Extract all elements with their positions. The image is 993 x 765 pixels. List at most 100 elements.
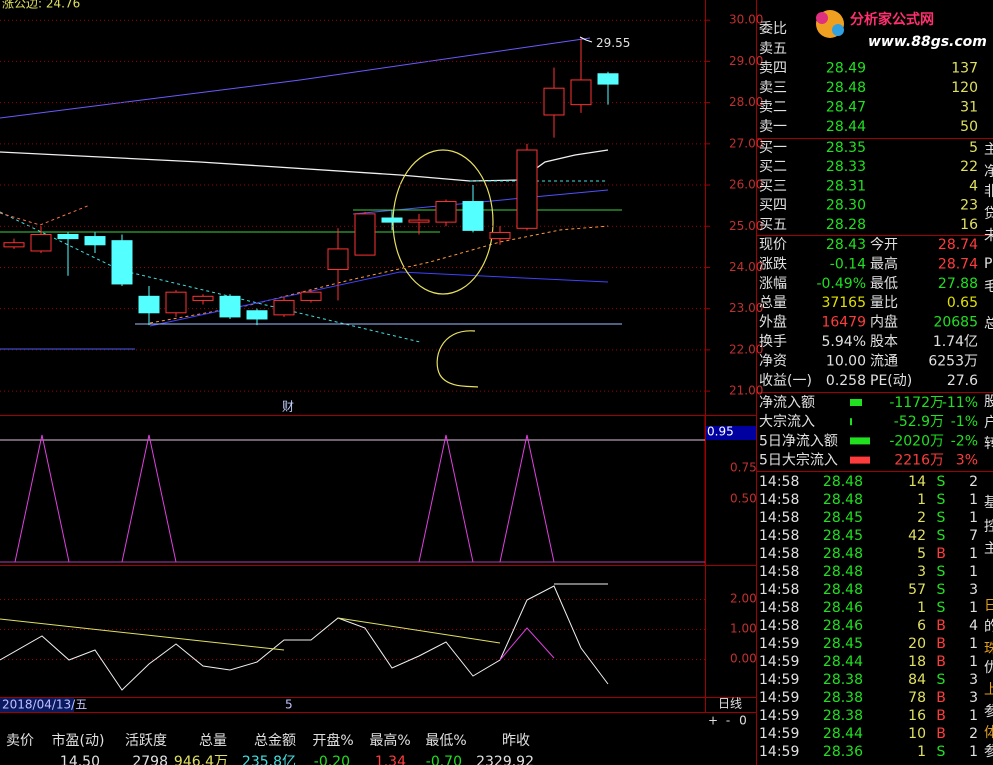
trade-volume: 1 — [917, 492, 926, 508]
trade-price: 28.38 — [823, 708, 863, 724]
order-label: 卖一 — [759, 119, 787, 135]
y-tick-label: 25.00 — [729, 219, 763, 233]
trade-side: S — [937, 510, 946, 526]
edge-text: 转 — [984, 436, 993, 452]
candle-body — [327, 248, 349, 271]
stat-value: 28.43 — [826, 237, 866, 253]
stat-value: 1.74亿 — [933, 334, 978, 350]
trade-volume: 16 — [908, 708, 926, 724]
stat-value: 27.6 — [947, 373, 978, 389]
stat-label: 换手 — [759, 333, 787, 350]
trade-side: S — [937, 672, 946, 688]
flow-percent: -2% — [951, 433, 978, 449]
zoom-button[interactable]: + — [708, 714, 718, 728]
trade-time: 14:58 — [759, 618, 799, 634]
order-price: 28.47 — [826, 100, 866, 116]
trade-time: 14:59 — [759, 636, 799, 652]
stat-value: -0.14 — [830, 256, 866, 272]
order-header: 委比 — [759, 21, 787, 37]
y-tick-label: 29.00 — [729, 54, 763, 68]
trade-count: 1 — [969, 600, 978, 616]
stat-value: 37165 — [821, 295, 866, 311]
footer-value: -0.20 — [314, 754, 350, 765]
stat-label: 最高 — [870, 255, 898, 272]
stat-value: 27.88 — [938, 276, 978, 292]
candle-body — [570, 79, 592, 106]
stat-label: 现价 — [759, 237, 787, 253]
stat-label: 最低 — [870, 276, 898, 292]
trade-time: 14:58 — [759, 474, 799, 490]
footer-header: 最高% — [369, 732, 410, 749]
order-volume: 4 — [969, 178, 978, 194]
trade-price: 28.45 — [823, 528, 863, 544]
footer-header: 活跃度 — [125, 733, 167, 749]
indicator1-lines — [0, 426, 756, 563]
candle-body — [543, 87, 565, 116]
trade-time: 14:59 — [759, 654, 799, 670]
footer-value: 946.4万 — [174, 754, 228, 765]
candle-body — [381, 217, 403, 223]
trade-volume: 20 — [908, 636, 926, 652]
trade-time: 14:58 — [759, 564, 799, 580]
stat-label: 涨跌 — [759, 256, 787, 272]
candle-body — [462, 201, 484, 231]
trade-time: 14:59 — [759, 672, 799, 688]
candle-body — [138, 295, 160, 314]
trade-price: 28.46 — [823, 618, 863, 634]
edge-text: 净 — [984, 164, 993, 180]
trade-side: S — [937, 600, 946, 616]
edge-text: 珠 — [984, 641, 993, 657]
zoom-button[interactable]: 0 — [739, 714, 747, 728]
trade-count: 1 — [969, 708, 978, 724]
period[interactable]: 日线 — [718, 697, 742, 711]
edge-text: 主 — [984, 142, 993, 158]
zoom-button[interactable]: - — [726, 714, 730, 728]
edge-text: 非 — [984, 184, 993, 200]
trade-volume: 5 — [917, 546, 926, 562]
trade-time: 14:59 — [759, 726, 799, 742]
trade-price: 28.46 — [823, 600, 863, 616]
stat-value: 0.258 — [826, 373, 866, 389]
edge-text: 基 — [984, 494, 993, 511]
flow-percent: -11% — [942, 395, 978, 411]
trade-time: 14:58 — [759, 492, 799, 508]
indicator2-tick: 1.00 — [730, 622, 757, 636]
trade-time: 14:58 — [759, 546, 799, 562]
edge-text: 参 — [984, 703, 993, 720]
edge-text: 总 — [984, 316, 993, 332]
edge-text: 贷 — [984, 206, 993, 222]
trade-price: 28.48 — [823, 582, 863, 598]
stat-label: 内盘 — [870, 314, 898, 331]
trade-price: 28.36 — [823, 744, 863, 760]
candle-body — [3, 242, 25, 248]
flow-value: -52.9万 — [894, 414, 944, 430]
trade-count: 2 — [969, 726, 978, 742]
trade-side: B — [936, 708, 946, 724]
stat-label: 量比 — [870, 295, 898, 311]
edge-text: 控 — [984, 519, 993, 535]
footer-header: 市盈(动) — [52, 732, 105, 749]
footer-value: -0.70 — [426, 754, 462, 765]
trade-volume: 14 — [908, 474, 926, 490]
candle-body — [354, 213, 376, 256]
trade-side: S — [937, 744, 946, 760]
trade-side: S — [937, 582, 946, 598]
edge-text: 上 — [984, 682, 993, 698]
candle-body — [84, 236, 106, 246]
edge-text: 股 — [984, 394, 993, 410]
order-volume: 50 — [960, 119, 978, 135]
footer-header: 总金额 — [254, 733, 296, 749]
candle-body — [273, 299, 295, 316]
stat-label: 收益(一) — [759, 373, 812, 389]
indicator-text: 涨公边: 24.76 — [2, 0, 80, 11]
indicator1-tick: 0.75 — [730, 461, 757, 475]
trade-price: 28.48 — [823, 474, 863, 490]
trade-side: S — [937, 474, 946, 490]
flow-bar — [850, 456, 870, 464]
stat-value: 0.65 — [947, 295, 978, 311]
trade-time: 14:58 — [759, 600, 799, 616]
flow-value: 2216万 — [894, 453, 944, 469]
trade-count: 4 — [969, 618, 978, 634]
edge-text: 主 — [984, 541, 993, 557]
